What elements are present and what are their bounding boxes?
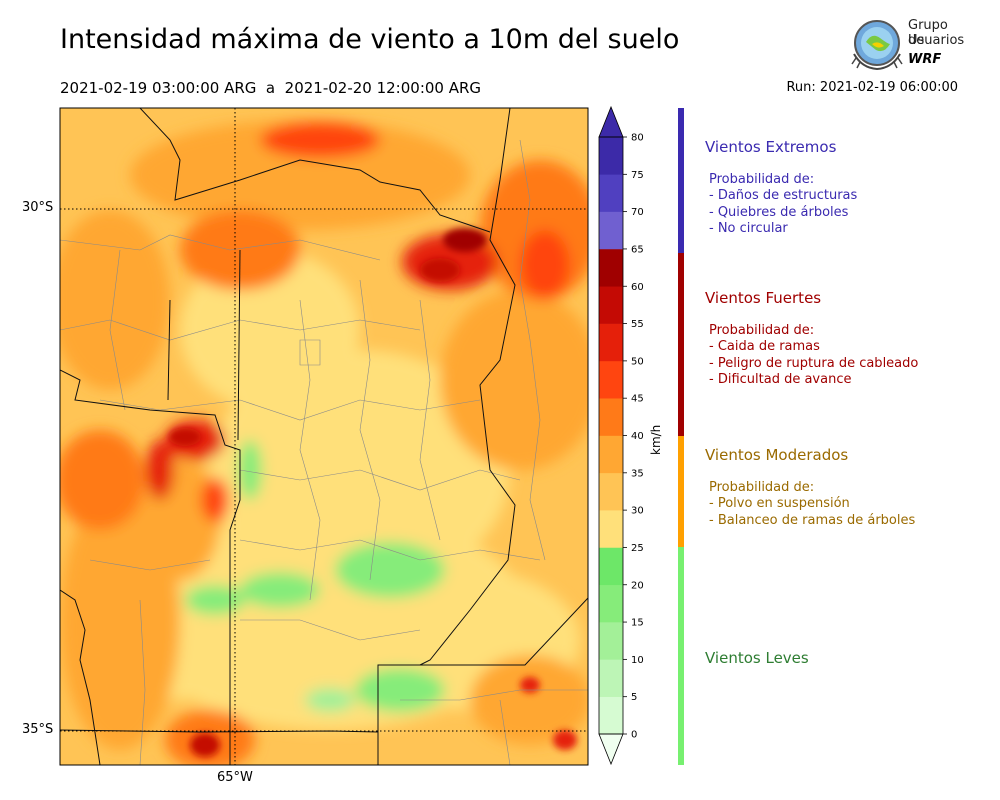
logo-text-line1: Grupo de — [908, 18, 948, 48]
colorbar-tick-label: 25 — [631, 543, 644, 554]
colorbar-band — [599, 510, 623, 548]
colorbar-tick-label: 45 — [631, 394, 644, 405]
colorbar-tick-label: 0 — [631, 730, 637, 741]
category-item: - Polvo en suspensión — [709, 496, 850, 512]
category-item: - Caida de ramas — [709, 339, 820, 355]
colorbar-tick-label: 15 — [631, 618, 644, 629]
colorbar-band — [599, 137, 623, 175]
colorbar-band — [599, 547, 623, 586]
colorbar-tick-label: 40 — [631, 431, 644, 442]
category-prob-title: Probabilidad de: — [709, 323, 815, 338]
colorbar-tick-label: 50 — [631, 356, 644, 367]
lat-label-30s: 30°S — [22, 200, 54, 215]
wrf-logo: Grupo de Usuarios WRF — [848, 14, 968, 76]
category-title-moderados: Vientos Moderados — [705, 446, 849, 464]
logo-text-line2: Usuarios — [908, 33, 965, 48]
category-bar-moderados — [678, 436, 684, 547]
category-bar-leves — [678, 547, 684, 765]
category-item: - Balanceo de ramas de árboles — [709, 512, 916, 528]
colorbar-tick-label: 20 — [631, 580, 644, 591]
colorbar-tick-label: 60 — [631, 282, 644, 293]
colorbar-band — [599, 584, 623, 623]
colorbar-tick-label: 75 — [631, 170, 644, 181]
lon-label-65w: 65°W — [217, 770, 253, 785]
run-time: Run: 2021-02-19 06:00:00 — [786, 80, 958, 95]
colorbar-extension-low — [598, 733, 624, 766]
category-title-leves: Vientos Leves — [705, 649, 809, 667]
colorbar-tick-label: 30 — [631, 506, 644, 517]
colorbar-band — [599, 174, 623, 212]
colorbar-band — [599, 211, 623, 250]
colorbar-tick-label: 65 — [631, 244, 644, 255]
colorbar: 0 5 10 15 20 25 30 35 40 45 50 55 60 65 70 75 80 — [598, 105, 644, 766]
category-item: - Peligro de ruptura de cableado — [709, 355, 919, 371]
category-item: - Quiebres de árboles — [709, 204, 849, 220]
colorbar-band — [599, 622, 623, 660]
colorbar-band — [599, 360, 623, 399]
colorbar-tick-label: 35 — [631, 468, 644, 479]
colorbar-band — [599, 248, 623, 287]
colorbar-band — [599, 323, 623, 362]
category-details-moderados: Probabilidad de: - Polvo en suspensión -… — [709, 480, 915, 529]
wind-field — [60, 108, 588, 765]
category-item: - Dificultad de avance — [709, 371, 852, 387]
map-frame — [59, 107, 589, 766]
category-bar-extremos — [678, 108, 684, 253]
category-bar-fuertes — [678, 253, 684, 436]
category-item: - Daños de estructuras — [709, 188, 858, 204]
colorbar-tick-label: 5 — [631, 692, 637, 703]
category-details-fuertes: Probabilidad de: - Caida de ramas - Peli… — [709, 323, 918, 388]
category-prob-title: Probabilidad de: — [709, 172, 815, 187]
colorbar-extension-high — [598, 105, 624, 138]
category-title-extremos: Vientos Extremos — [705, 138, 837, 156]
colorbar-band — [599, 398, 623, 436]
colorbar-tick-label: 80 — [631, 133, 644, 144]
globe-icon — [851, 20, 903, 71]
colorbar-band — [599, 696, 623, 735]
colorbar-unit: km/h — [649, 424, 663, 455]
map-title: Intensidad máxima de viento a 10m del su… — [60, 24, 680, 55]
colorbar-tick-label: 10 — [631, 655, 644, 666]
colorbar-tick-label: 70 — [631, 207, 644, 218]
category-details-extremos: Probabilidad de: - Daños de estructuras … — [709, 172, 857, 237]
lat-label-35s: 35°S — [22, 722, 54, 737]
logo-text-wrf: WRF — [908, 52, 942, 67]
graticule — [60, 108, 588, 765]
category-bar — [678, 108, 684, 765]
colorbar-band — [599, 472, 623, 511]
colorbar-band — [599, 435, 623, 474]
category-item: - No circular — [709, 220, 788, 236]
category-prob-title: Probabilidad de: — [709, 480, 815, 495]
colorbar-band — [599, 659, 623, 697]
forecast-period: 2021-02-19 03:00:00 ARG a 2021-02-20 12:… — [60, 79, 482, 97]
colorbar-band — [599, 286, 623, 324]
colorbar-tick-label: 55 — [631, 319, 644, 330]
category-title-fuertes: Vientos Fuertes — [705, 289, 822, 307]
